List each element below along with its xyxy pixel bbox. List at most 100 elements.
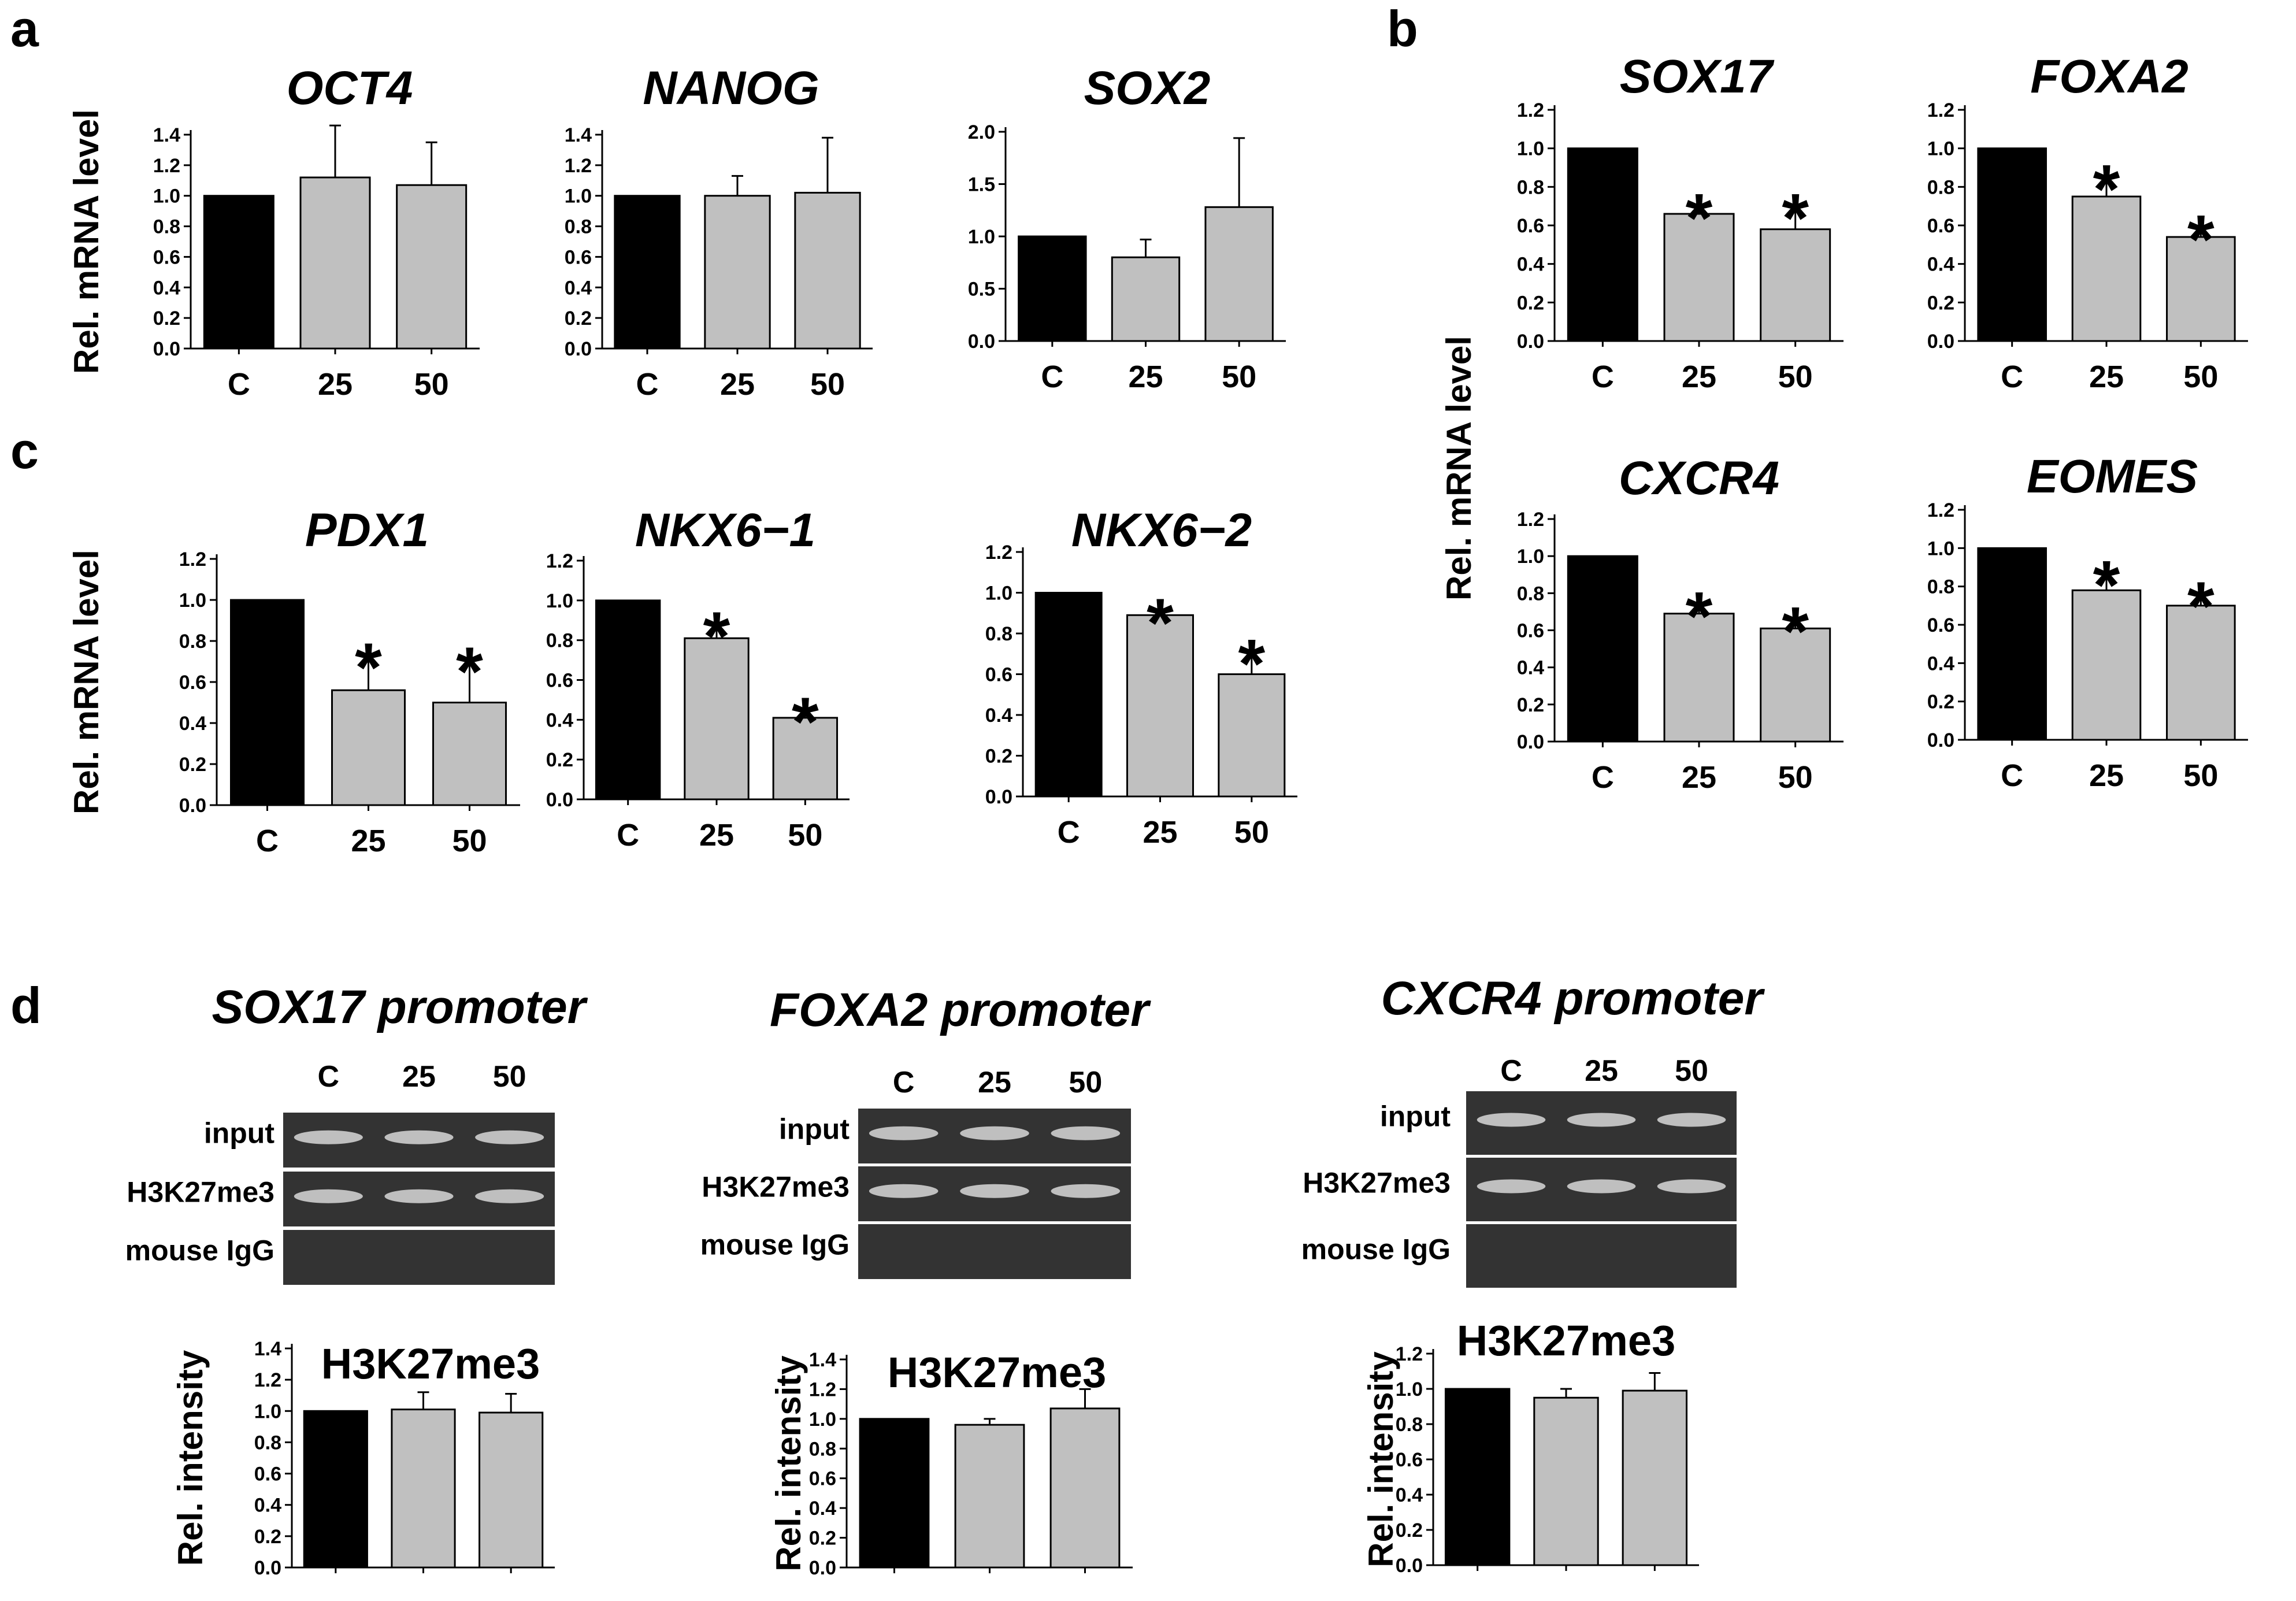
x-tick-label: 50 xyxy=(810,367,845,402)
chart-sox2: SOX2 0.0 0.5 1.0 1.5 2.0 C 25 50 xyxy=(968,62,1286,394)
y-tick-label: 0.6 xyxy=(546,670,573,692)
x-tick-label: C xyxy=(256,824,279,858)
bar-C xyxy=(595,599,661,800)
lane-label: 50 xyxy=(1069,1066,1102,1099)
y-tick-label: 0.4 xyxy=(1927,254,1954,276)
y-tick-label: 1.0 xyxy=(1927,538,1954,559)
bar-C xyxy=(1018,235,1087,342)
y-tick-label: 1.2 xyxy=(179,549,206,570)
significance-star: * xyxy=(2187,568,2215,645)
y-tick-label: 0.0 xyxy=(254,1557,281,1579)
y-tick-label: 0.2 xyxy=(809,1528,836,1550)
x-tick-label: C xyxy=(228,367,250,402)
bar-50 xyxy=(794,191,861,350)
significance-star: * xyxy=(1782,592,1809,670)
chart-title: CXCR4 xyxy=(1619,452,1779,505)
significance-star: * xyxy=(2093,546,2120,624)
y-tick-label: 0.0 xyxy=(1517,331,1544,353)
y-tick-label: 1.0 xyxy=(1517,138,1544,160)
y-tick-label: 0.4 xyxy=(1517,657,1544,679)
chart-nkx61: NKX6−1 0.0 0.2 0.4 0.6 0.8 1.0 1.2 C * 25 * 50 xyxy=(546,504,850,853)
bar-C xyxy=(1977,547,2047,741)
y-tick-label: 0.2 xyxy=(565,307,592,329)
y-tick-label: 0.6 xyxy=(1517,215,1544,237)
gel-title: CXCR4 promoter xyxy=(1381,972,1765,1025)
gel-band xyxy=(1477,1113,1546,1127)
lane-label: C xyxy=(318,1060,340,1094)
gel-row-label: H3K27me3 xyxy=(1303,1167,1451,1199)
chart-title: SOX2 xyxy=(1084,62,1211,114)
gel-row-label: mouse IgG xyxy=(1301,1233,1451,1266)
bar-C xyxy=(1567,147,1638,342)
gel-row-label: input xyxy=(204,1117,275,1149)
y-tick-label: 0.0 xyxy=(985,786,1012,808)
y-tick-label: 0.2 xyxy=(153,307,180,329)
y-tick-label: 1.0 xyxy=(968,226,995,248)
y-tick-label: 1.0 xyxy=(254,1400,281,1422)
bar-C xyxy=(1444,1388,1511,1566)
y-tick-label: 1.0 xyxy=(1927,138,1954,160)
y-tick-label: 0.4 xyxy=(565,277,592,299)
significance-star: * xyxy=(355,629,382,706)
y-tick-label: 0.8 xyxy=(179,631,206,653)
bar-C xyxy=(859,1418,930,1569)
panel-label-c: c xyxy=(10,422,39,479)
y-tick-label: 0.4 xyxy=(546,709,573,731)
y-tick-label: 1.2 xyxy=(1517,509,1544,531)
bar-C xyxy=(1034,592,1103,798)
bar-25 xyxy=(299,176,371,350)
gel-images: SOX17 promoter C 25 50 input H3K27me3 mouse Ig… xyxy=(125,972,1765,1288)
y-tick-label: 0.6 xyxy=(985,664,1012,686)
y-tick-label: 0.4 xyxy=(809,1498,836,1520)
lane-label: C xyxy=(1500,1054,1522,1088)
chart-title: NANOG xyxy=(643,62,819,114)
chart-title: OCT4 xyxy=(287,62,413,114)
y-tick-label: 0.2 xyxy=(546,749,573,771)
bar-50 xyxy=(1204,206,1274,342)
bar-50 xyxy=(396,184,468,350)
y-tick-label: 0.4 xyxy=(1396,1484,1423,1506)
chart-sox17: SOX17 0.0 0.2 0.4 0.6 0.8 1.0 1.2 C * 25 * 50 xyxy=(1517,50,1844,394)
y-tick-label: 0.6 xyxy=(1517,620,1544,642)
chart-pdx1: PDX1 Rel. mRNA level 0.0 0.2 0.4 0.6 0.8 1.0 1.2… xyxy=(67,504,520,858)
x-tick-label: 50 xyxy=(1234,815,1269,850)
y-tick-label: 1.2 xyxy=(546,550,573,572)
gel-band xyxy=(475,1130,544,1144)
y-tick-label: 0.6 xyxy=(254,1463,281,1485)
bar-C xyxy=(230,599,305,806)
gel-band xyxy=(1657,1113,1726,1127)
y-tick-label: 0.8 xyxy=(1517,176,1544,198)
bar-C xyxy=(303,1410,368,1569)
significance-star: * xyxy=(1238,625,1265,703)
gel-band xyxy=(1567,1113,1636,1127)
bar-50 xyxy=(1760,627,1831,743)
gel-band xyxy=(475,1189,544,1203)
y-tick-label: 1.4 xyxy=(809,1349,836,1371)
y-tick-label: 1.5 xyxy=(968,174,995,196)
gel-band xyxy=(1051,1184,1121,1198)
y-tick-label: 0.8 xyxy=(809,1438,836,1460)
y-tick-label: 1.2 xyxy=(1927,99,1954,121)
gel_foxa2: FOXA2 promoter C 25 50 input H3K27me3 mouse Ig… xyxy=(700,984,1151,1279)
chart-title: PDX1 xyxy=(305,504,429,557)
chart-eomes: EOMES 0.0 0.2 0.4 0.6 0.8 1.0 1.2 C * 25 * 50 xyxy=(1927,450,2248,793)
lane-label: 50 xyxy=(1675,1054,1708,1088)
x-tick-label: 50 xyxy=(2183,758,2218,793)
y-axis-label: Rel. mRNA level xyxy=(67,550,106,814)
x-tick-label: 25 xyxy=(2089,758,2124,793)
significance-star: * xyxy=(703,598,730,675)
x-tick-label: 50 xyxy=(1222,360,1256,394)
y-tick-label: 0.2 xyxy=(985,746,1012,768)
x-tick-label: 25 xyxy=(2089,360,2124,394)
x-tick-label: C xyxy=(2001,758,2023,793)
chart-foxa2: FOXA2 0.0 0.2 0.4 0.6 0.8 1.0 1.2 C * 25 * 50 xyxy=(1927,50,2248,394)
y-tick-label: 0.0 xyxy=(809,1557,836,1579)
significance-star: * xyxy=(1782,180,1809,257)
y-tick-label: 0.0 xyxy=(968,331,995,353)
y-tick-label: 1.0 xyxy=(809,1409,836,1430)
bar-25 xyxy=(684,637,750,800)
gel-band xyxy=(1477,1179,1546,1194)
y-tick-label: 0.2 xyxy=(1517,694,1544,716)
chart-title: EOMES xyxy=(2027,450,2198,503)
